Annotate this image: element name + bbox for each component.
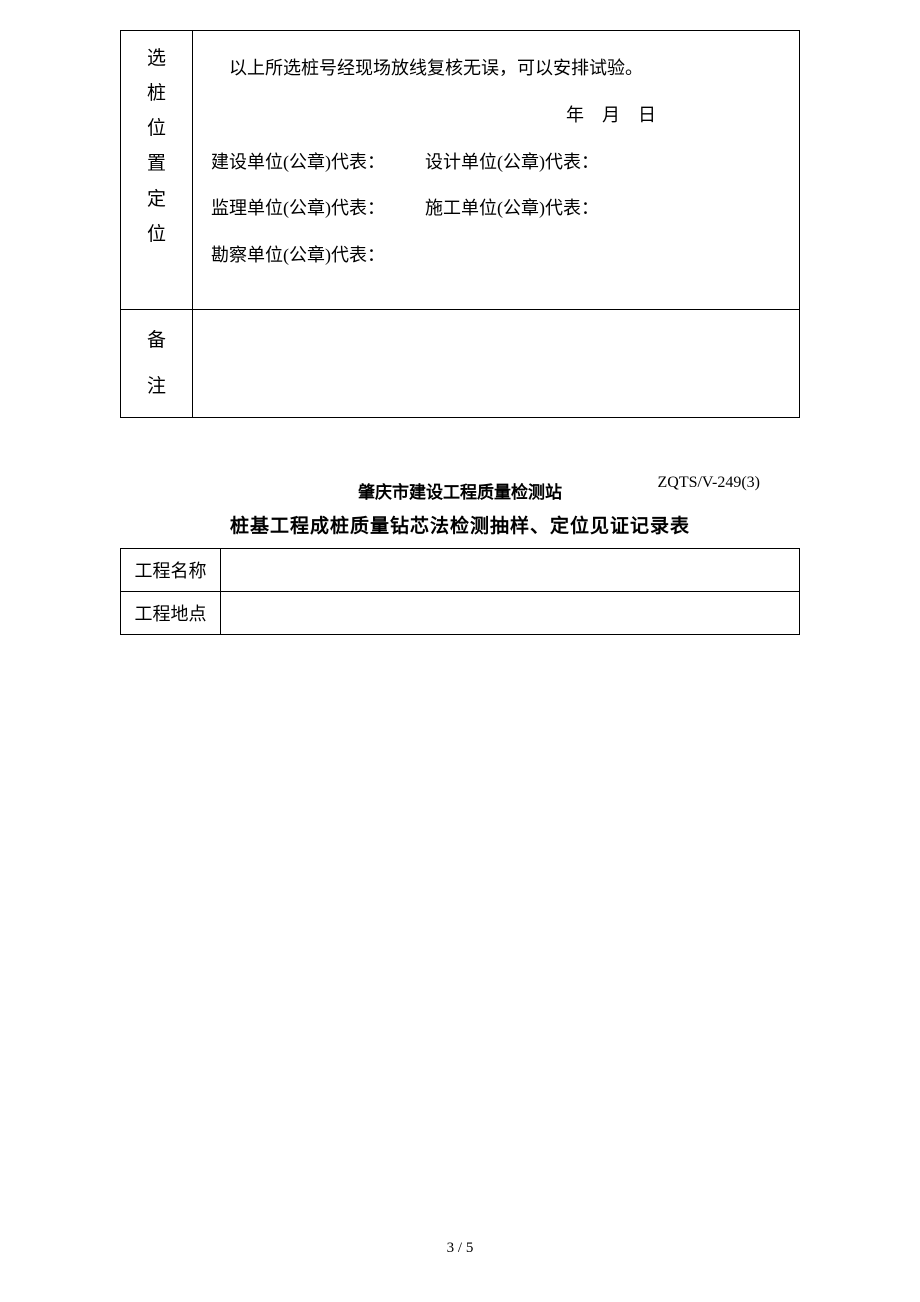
doc-title: 桩基工程成桩质量钻芯法检测抽样、定位见证记录表 — [120, 511, 800, 538]
row1-label-cell: 选桩位置定位 — [121, 31, 193, 310]
doc-header: 肇庆市建设工程质量检测站 ZQTS/V-249(3) — [120, 478, 800, 503]
table-positioning: 选桩位置定位 以上所选桩号经现场放线复核无误，可以安排试验。 年 月 日 建设单… — [120, 30, 800, 418]
row2-label-a: 备 — [133, 318, 180, 364]
confirm-text: 以上所选桩号经现场放线复核无误，可以安排试验。 — [211, 45, 781, 92]
sig-survey-unit: 勘察单位(公章)代表： — [211, 232, 385, 279]
sig-builder-unit: 施工单位(公章)代表： — [425, 185, 599, 232]
project-name-label: 工程名称 — [121, 549, 221, 592]
project-location-label: 工程地点 — [121, 592, 221, 635]
doc-org: 肇庆市建设工程质量检测站 — [358, 478, 562, 503]
sig-construction-unit: 建设单位(公章)代表： — [211, 139, 385, 186]
row2-label-b: 注 — [133, 364, 180, 410]
sig-design-unit: 设计单位(公章)代表： — [425, 139, 599, 186]
project-name-value — [221, 549, 800, 592]
table-project-info: 工程名称 工程地点 — [120, 548, 800, 635]
row1-label-text: 选桩位置定位 — [121, 41, 192, 252]
sig-supervision-unit: 监理单位(公章)代表： — [211, 185, 385, 232]
project-location-value — [221, 592, 800, 635]
doc-code: ZQTS/V-249(3) — [657, 474, 760, 492]
page-number: 3 / 5 — [0, 1240, 920, 1257]
row1-content-cell: 以上所选桩号经现场放线复核无误，可以安排试验。 年 月 日 建设单位(公章)代表… — [193, 31, 800, 310]
row2-content-cell — [193, 309, 800, 417]
date-text: 年 月 日 — [211, 92, 781, 139]
row2-label-cell: 备 注 — [121, 309, 193, 417]
